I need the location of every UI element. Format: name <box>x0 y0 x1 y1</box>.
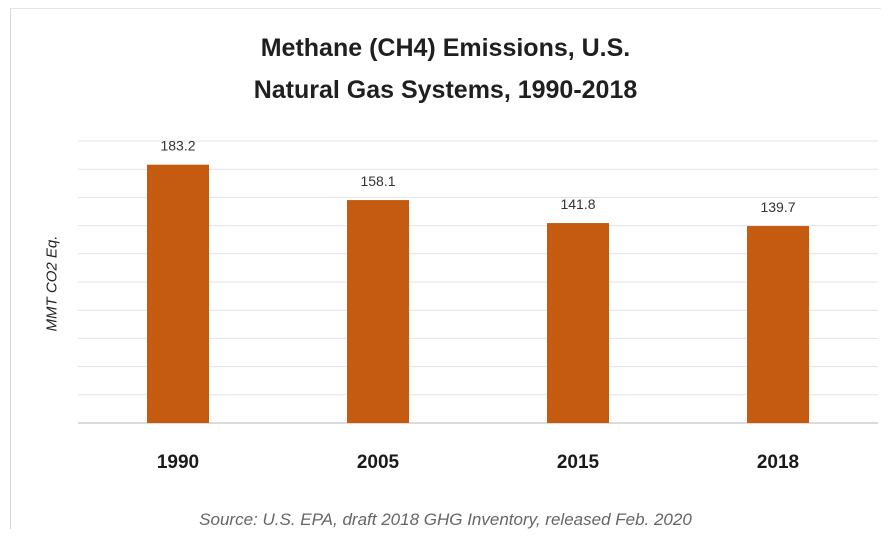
x-tick-label-2005: 2005 <box>357 452 400 473</box>
bar-2005 <box>347 200 409 423</box>
chart-subtitle: Natural Gas Systems, 1990-2018 <box>253 76 638 104</box>
chart-title: Methane (CH4) Emissions, U.S. <box>260 34 631 62</box>
x-tick-label-2015: 2015 <box>557 452 600 473</box>
x-tick-label-1990: 1990 <box>157 452 199 473</box>
data-label-2018: 139.7 <box>760 199 795 215</box>
source-note: Source: U.S. EPA, draft 2018 GHG Invento… <box>199 510 692 529</box>
bar-2018 <box>747 226 809 423</box>
data-label-1990: 183.2 <box>160 138 195 154</box>
x-tick-label-2018: 2018 <box>757 452 799 473</box>
data-label-2005: 158.1 <box>360 173 395 189</box>
data-label-2015: 141.8 <box>560 196 595 212</box>
bar-1990 <box>147 164 209 424</box>
bar-2015 <box>547 223 609 423</box>
chart-frame <box>10 8 881 529</box>
